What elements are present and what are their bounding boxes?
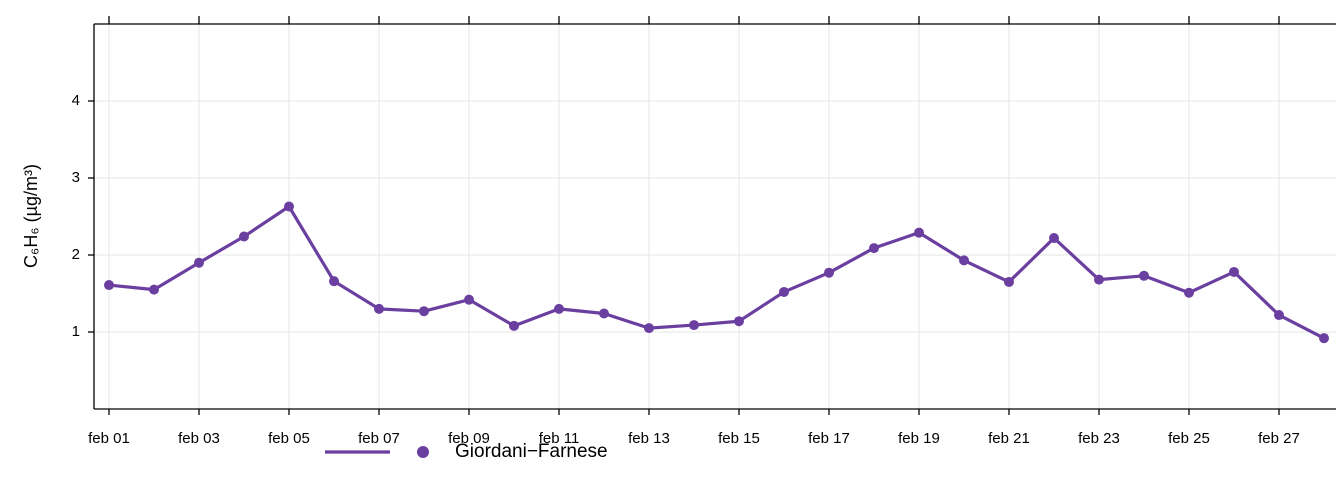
- data-point: [1004, 276, 1014, 287]
- data-point: [194, 257, 204, 268]
- data-point: [509, 320, 519, 331]
- data-point: [1274, 310, 1284, 321]
- data-point: [1094, 274, 1104, 285]
- data-point: [149, 284, 159, 295]
- y-tick-label: 3: [72, 169, 80, 186]
- data-point: [374, 303, 384, 314]
- y-tick-label: 4: [72, 92, 80, 109]
- x-tick-label: feb 25: [1168, 430, 1210, 447]
- data-point: [644, 323, 654, 334]
- data-point: [824, 267, 834, 278]
- data-point: [599, 308, 609, 319]
- data-point: [779, 286, 789, 297]
- data-point: [104, 280, 114, 291]
- x-tick-label: feb 15: [718, 430, 760, 447]
- x-tick-label: feb 11: [539, 430, 580, 447]
- x-tick-label: feb 07: [358, 430, 400, 447]
- data-point: [914, 227, 924, 238]
- data-point: [1319, 333, 1329, 344]
- legend-label: Giordani−Farnese: [455, 441, 608, 462]
- data-point: [419, 306, 429, 317]
- y-tick-label: 1: [72, 323, 80, 340]
- data-point: [464, 294, 474, 305]
- x-tick-label: feb 23: [1078, 430, 1120, 447]
- data-point: [1184, 287, 1194, 298]
- x-tick-label: feb 01: [88, 430, 130, 447]
- y-tick-label: 2: [72, 246, 80, 263]
- x-tick-label: feb 09: [448, 430, 490, 447]
- x-tick-label: feb 13: [628, 430, 670, 447]
- data-point: [329, 276, 339, 287]
- x-tick-label: feb 27: [1258, 430, 1300, 447]
- series-line: [108, 204, 1325, 340]
- data-point: [1229, 266, 1239, 277]
- legend-dot: [417, 446, 429, 458]
- data-point: [734, 316, 744, 327]
- data-point: [554, 303, 564, 314]
- x-tick-label: feb 03: [178, 430, 220, 447]
- data-point: [869, 243, 879, 254]
- x-tick-label: feb 05: [268, 430, 310, 447]
- data-point: [689, 320, 699, 331]
- y-axis-label: C₆H₆ (µg/m³): [21, 164, 41, 268]
- x-tick-label: feb 21: [988, 430, 1030, 447]
- x-tick-label: feb 17: [808, 430, 850, 447]
- x-tick-label: feb 19: [898, 430, 940, 447]
- data-point: [1139, 270, 1149, 281]
- data-point: [959, 255, 969, 266]
- data-point: [284, 201, 294, 212]
- data-point: [1049, 233, 1059, 244]
- data-point: [239, 231, 249, 242]
